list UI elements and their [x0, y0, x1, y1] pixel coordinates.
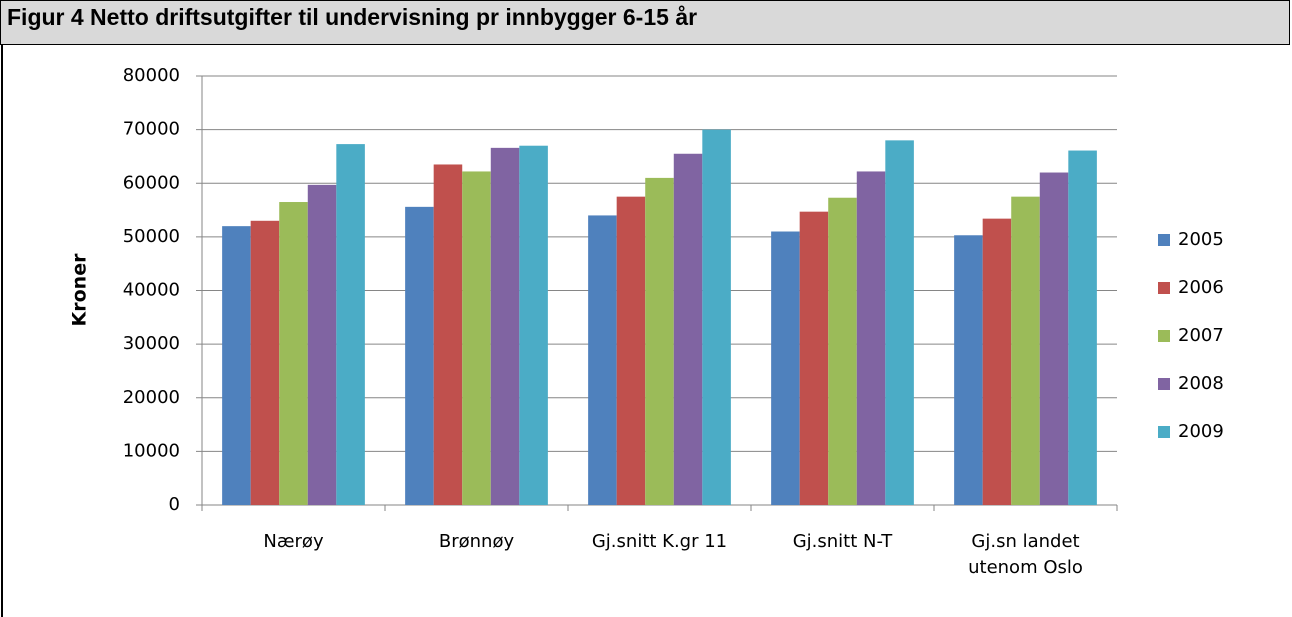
bar [856, 171, 886, 505]
legend-label: 2008 [1178, 373, 1224, 394]
y-tick-label: 40000 [123, 280, 180, 301]
bar [645, 177, 674, 505]
bar [616, 196, 646, 505]
bar [1068, 150, 1097, 505]
bar [885, 140, 914, 505]
legend-label: 2009 [1178, 421, 1224, 442]
x-tick-label: Gj.sn landet utenom Oslo [968, 531, 1083, 578]
bar [702, 129, 731, 505]
y-tick-label: 0 [169, 494, 180, 515]
y-tick-label: 10000 [123, 440, 180, 461]
y-tick-label: 30000 [123, 333, 180, 354]
y-tick-label: 70000 [123, 119, 180, 140]
legend-swatch [1158, 378, 1170, 390]
bar [307, 184, 337, 505]
y-tick-label: 60000 [123, 172, 180, 193]
bar [279, 202, 308, 506]
legend-swatch [1158, 282, 1170, 294]
bar [433, 164, 463, 505]
legend-label: 2006 [1178, 277, 1224, 298]
y-tick-label: 80000 [123, 65, 180, 86]
bar [588, 215, 617, 506]
bar [1011, 196, 1040, 505]
bar [250, 220, 280, 505]
x-tick-label: Brønnøy [438, 531, 515, 552]
bar [954, 235, 983, 506]
bar [799, 211, 829, 505]
bar [405, 206, 434, 505]
chart-title: Figur 4 Netto driftsutgifter til undervi… [0, 0, 1290, 45]
y-tick-label: 20000 [123, 387, 180, 408]
x-tick-label: Gj.snitt K.gr 11 [591, 531, 728, 552]
legend-label: 2007 [1178, 325, 1224, 346]
bar [490, 147, 520, 506]
bar [982, 218, 1012, 505]
bar [771, 231, 800, 505]
legend-swatch [1158, 426, 1170, 438]
bar [673, 153, 703, 505]
x-tick-label: Nærøy [263, 531, 324, 552]
bar [1039, 172, 1069, 505]
y-axis-label: Kroner [69, 253, 91, 327]
bar [519, 145, 548, 505]
bar [828, 197, 857, 505]
bar [462, 171, 491, 505]
bar [222, 226, 251, 505]
y-tick-label: 50000 [123, 226, 180, 247]
legend-swatch [1158, 234, 1170, 246]
legend-label: 2005 [1178, 229, 1224, 250]
bar [336, 144, 365, 505]
legend-swatch [1158, 330, 1170, 342]
x-tick-label: Gj.snitt N-T [792, 531, 893, 552]
